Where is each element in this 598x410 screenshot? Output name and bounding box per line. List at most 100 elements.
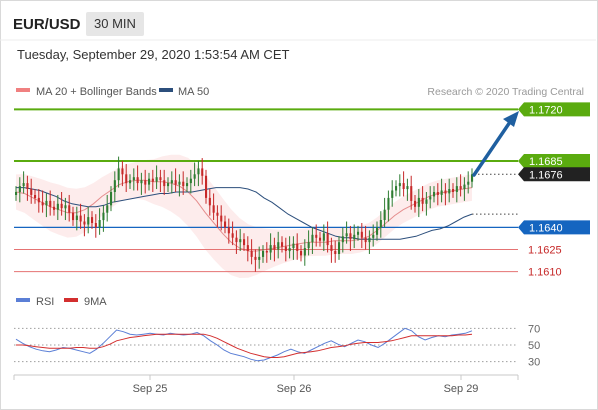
candle-body: [106, 205, 109, 213]
candle-body: [284, 246, 287, 251]
candle-body: [75, 215, 78, 220]
candle-body: [349, 233, 352, 240]
candle-body: [452, 189, 455, 192]
last-price-tag: [518, 167, 590, 182]
bollinger-legend-label: MA 20 + Bollinger Bands: [36, 86, 157, 98]
candle-body: [269, 245, 272, 253]
candle-body: [148, 178, 151, 185]
candle-body: [436, 192, 439, 195]
rsi-layer: 70 50 30: [14, 323, 540, 369]
candle-body: [151, 178, 154, 182]
candle-body: [395, 186, 398, 191]
ma50-line: [16, 187, 473, 240]
candle-body: [254, 256, 257, 260]
candle-body: [292, 243, 295, 248]
candle-body: [296, 243, 299, 251]
candle-body: [471, 174, 474, 182]
resistance-price-tag: [518, 102, 590, 117]
resistance-price-label: 1.1685: [529, 156, 563, 168]
candle-body: [125, 174, 128, 184]
candle-body: [159, 177, 162, 181]
candle-body: [235, 237, 238, 243]
candle-body: [368, 237, 371, 243]
candle-body: [201, 168, 204, 176]
candle-body: [307, 242, 310, 249]
pivot-price-tag: [518, 220, 590, 235]
candle-body: [258, 256, 261, 260]
rsi-ma-legend-swatch: [64, 298, 78, 302]
candle-body: [345, 233, 348, 237]
candle-body: [227, 227, 230, 234]
support-price-label: 1.1625: [528, 245, 562, 257]
candle-body: [315, 234, 318, 238]
candle-body: [387, 197, 390, 210]
candle-body: [144, 180, 147, 185]
candle-body: [319, 237, 322, 241]
candle-body: [338, 242, 341, 254]
rsi-line: [15, 327, 473, 362]
candle-body: [163, 180, 166, 187]
candle-body: [417, 197, 420, 207]
rsi-level-label: 30: [528, 357, 540, 369]
candle-body: [322, 233, 325, 241]
candle-body: [121, 168, 124, 175]
candle-body: [353, 234, 356, 240]
candle-body: [463, 184, 466, 189]
x-axis-tick-label: Sep 26: [277, 383, 312, 395]
candle-body: [94, 223, 97, 228]
ma50-legend-swatch: [159, 88, 173, 92]
candle-body: [300, 251, 303, 256]
candle-body: [330, 245, 333, 251]
candle-body: [129, 180, 132, 184]
candle-body: [18, 186, 21, 192]
candle-body: [136, 177, 139, 184]
candle-body: [391, 190, 394, 198]
chart-header: EUR/USD 30 MIN: [1, 1, 597, 41]
x-axis-ticks-layer: Sep 25 Sep 26 Sep 29: [133, 375, 478, 395]
candle-body: [98, 220, 101, 228]
candle-body: [174, 180, 177, 185]
candle-body: [167, 183, 170, 187]
candle-body: [110, 192, 113, 206]
projection-arrow-shaft: [472, 120, 512, 177]
candle-body: [410, 186, 413, 201]
candle-body: [311, 234, 314, 243]
rsi-level-label: 70: [528, 323, 540, 335]
symbol-title: EUR/USD: [13, 16, 81, 33]
candle-body: [364, 237, 367, 243]
candle-body: [41, 202, 44, 206]
candle-body: [398, 183, 401, 187]
last-price-label: 1.1676: [529, 169, 563, 181]
candle-body: [246, 245, 249, 251]
candle-body: [288, 248, 291, 252]
candle-body: [83, 221, 86, 225]
timeframe-badge[interactable]: 30 MIN: [86, 12, 144, 36]
candle-body: [186, 183, 189, 187]
candle-body: [334, 251, 337, 254]
bollinger-legend-swatch: [16, 88, 30, 92]
candle-body: [208, 197, 211, 206]
ma50-legend-label: MA 50: [178, 86, 209, 98]
candle-body: [220, 215, 223, 222]
candle-body: [326, 233, 329, 246]
candle-body: [155, 177, 158, 182]
candle-body: [205, 175, 208, 198]
resistance-price-label: 1.1720: [529, 104, 563, 116]
candle-body: [15, 192, 18, 195]
candle-body: [34, 195, 37, 198]
candle-body: [243, 239, 246, 246]
candle-body: [402, 183, 405, 189]
candle-body: [113, 180, 116, 192]
candle-body: [170, 180, 173, 184]
candle-body: [72, 212, 75, 221]
candle-body: [193, 174, 196, 179]
rsi-ma-line: [16, 333, 473, 358]
pivot-price-label: 1.1640: [529, 222, 563, 234]
projection-arrow-head: [503, 111, 519, 127]
candle-body: [239, 239, 242, 243]
candle-body: [197, 168, 200, 175]
candle-body: [60, 203, 63, 209]
candle-body: [87, 217, 90, 225]
